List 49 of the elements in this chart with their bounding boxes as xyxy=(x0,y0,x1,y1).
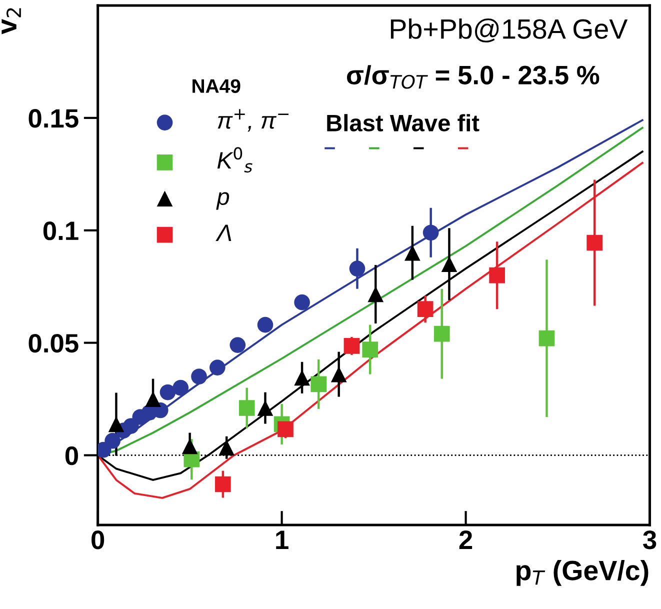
point xyxy=(191,368,207,384)
y-tick-label: 0.15 xyxy=(28,109,78,128)
point xyxy=(172,380,189,396)
point xyxy=(422,224,439,241)
point xyxy=(104,432,120,449)
point xyxy=(344,338,360,354)
legend-label: K$^{0}$$_{s}$ xyxy=(217,147,252,173)
point xyxy=(417,301,434,317)
point xyxy=(257,400,274,416)
annotation: σ/σ$_{TOT}$ = 5.0 - 23.5 % xyxy=(346,65,600,89)
x-tick-label: 1 xyxy=(276,530,288,549)
y-tick-label: 0 xyxy=(65,446,78,466)
point xyxy=(434,326,450,342)
point xyxy=(538,330,555,346)
y-axis-title: v$_{2}$ xyxy=(2,8,21,34)
point xyxy=(441,256,458,272)
point xyxy=(257,316,274,333)
point xyxy=(123,418,139,434)
point xyxy=(182,438,198,454)
point xyxy=(362,342,378,358)
point xyxy=(294,294,310,310)
y-tick-label: 0.1 xyxy=(43,222,78,240)
y-tick-label: 0.05 xyxy=(28,334,78,353)
point xyxy=(489,267,505,284)
point xyxy=(586,234,602,251)
point xyxy=(404,244,420,261)
point xyxy=(145,391,161,407)
point xyxy=(330,366,347,382)
point xyxy=(278,421,294,438)
point xyxy=(108,416,124,432)
legend-title: NA49 xyxy=(192,79,240,93)
legend-label: π$^{+}$, π$^{−}$ xyxy=(218,109,289,132)
point xyxy=(349,260,366,277)
annotation: Pb+Pb@158A GeV xyxy=(390,18,628,42)
legend-label: Λ xyxy=(216,224,232,241)
point xyxy=(310,376,327,392)
point xyxy=(160,384,176,400)
annotation: Blast Wave fit xyxy=(327,114,480,132)
point xyxy=(230,337,246,353)
x-tick-label: 2 xyxy=(459,530,472,549)
point xyxy=(368,286,384,302)
point xyxy=(215,476,231,492)
point xyxy=(238,400,255,416)
point xyxy=(209,360,226,376)
legend-label: p xyxy=(216,192,230,210)
x-axis-title: p$_{T}$ (GeV/c) xyxy=(516,560,648,586)
x-tick-label: 3 xyxy=(643,530,656,550)
x-tick-label: 0 xyxy=(92,530,104,550)
point xyxy=(294,370,310,386)
